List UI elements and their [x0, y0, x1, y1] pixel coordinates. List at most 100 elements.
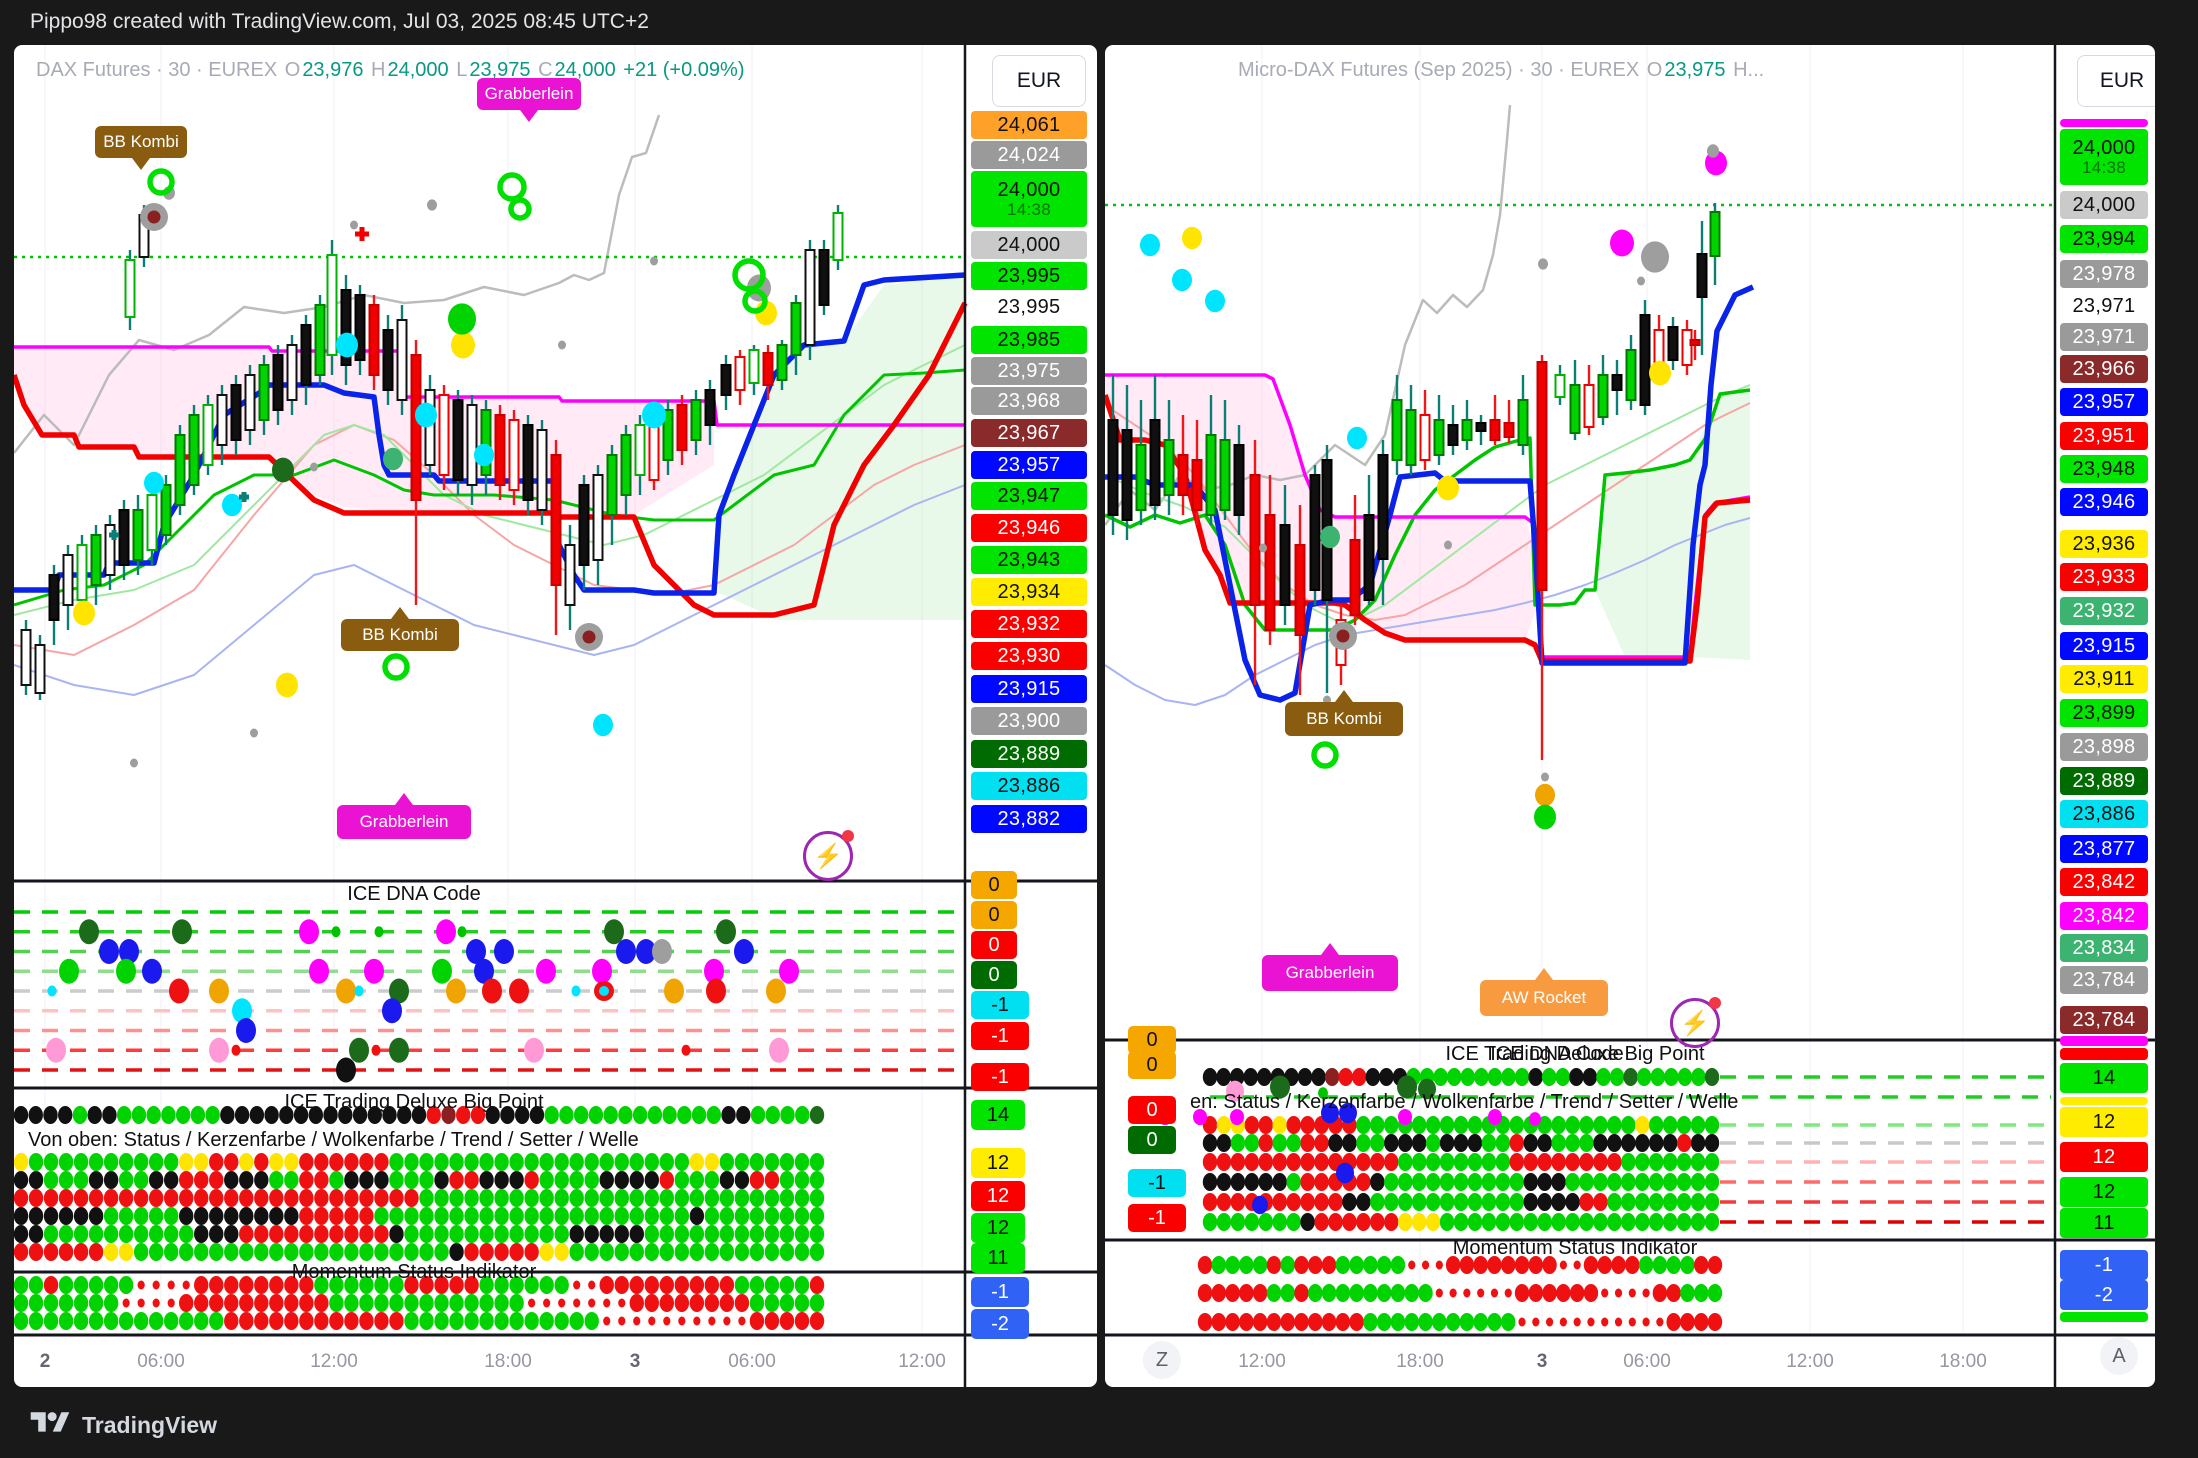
bigpoint-dot — [464, 1225, 479, 1243]
pane-title: en: Status / Kerzenfarbe / Wolkenfarbe /… — [1190, 1091, 1739, 1113]
price-label: 23,936 — [2060, 530, 2148, 558]
axis-button-z[interactable]: Z — [1143, 1341, 1181, 1379]
annotation-label[interactable]: BB Kombi — [95, 126, 187, 170]
bigpoint-dot — [314, 1171, 329, 1189]
momentum-dot — [779, 1294, 795, 1312]
bigpoint-dot — [494, 1207, 509, 1225]
candle — [202, 404, 214, 466]
momentum-dot — [1239, 1256, 1254, 1274]
bigpoint-dot — [674, 1171, 690, 1189]
bigpoint-dot — [146, 1106, 161, 1124]
dna-dot — [336, 978, 356, 1004]
candle — [1625, 349, 1637, 401]
annotation-label[interactable]: BB Kombi — [341, 607, 459, 651]
bigpoint-dot — [404, 1153, 419, 1171]
bigpoint-dot — [479, 1225, 494, 1243]
chart-canvas[interactable] — [1105, 45, 2155, 1387]
bigpoint-dot — [1370, 1213, 1385, 1231]
lightning-icon[interactable]: ⚡ — [803, 830, 854, 881]
signal-ring — [497, 172, 527, 202]
momentum-dot — [1252, 1313, 1268, 1331]
momentum-dot — [1404, 1284, 1419, 1302]
price-label: 23,932 — [2060, 597, 2148, 625]
momentum-dot — [1280, 1256, 1295, 1274]
annotation-label[interactable]: Grabberlein — [477, 78, 581, 122]
currency-button[interactable]: EUR — [2077, 55, 2155, 107]
momentum-dot — [1308, 1284, 1323, 1302]
bigpoint-dot — [1467, 1153, 1483, 1171]
bigpoint-dot — [719, 1243, 735, 1261]
bigpoint-dot — [529, 1106, 545, 1124]
bigpoint-dot — [1635, 1134, 1650, 1152]
bigpoint-dot — [1216, 1173, 1232, 1191]
overlay-line — [1105, 284, 1755, 703]
momentum-dot — [419, 1312, 434, 1330]
momentum-dot — [284, 1276, 299, 1294]
bigpoint-dot — [1509, 1193, 1524, 1211]
bigpoint-dot — [632, 1106, 648, 1124]
currency-button[interactable]: EUR — [992, 55, 1086, 107]
momentum-dot — [1225, 1313, 1240, 1331]
bigpoint-dot — [659, 1189, 675, 1207]
annotation-label[interactable]: Grabberlein — [337, 793, 471, 839]
bigpoint-dot — [73, 1225, 89, 1243]
bigpoint-dot — [449, 1225, 464, 1243]
bigpoint-dot — [544, 1106, 559, 1124]
marker-dot — [310, 462, 318, 472]
bigpoint-dot — [659, 1153, 675, 1171]
bigpoint-dot — [389, 1171, 404, 1189]
bigpoint-dot — [1621, 1193, 1636, 1211]
annotation-label[interactable]: Grabberlein — [1262, 943, 1398, 991]
bigpoint-dot — [449, 1207, 464, 1225]
bigpoint-dot — [419, 1153, 434, 1171]
bigpoint-dot — [1607, 1193, 1622, 1211]
bigpoint-dot — [1537, 1134, 1552, 1152]
bigpoint-dot — [1704, 1153, 1720, 1171]
bigpoint-dot — [299, 1243, 314, 1261]
chart-canvas[interactable] — [14, 45, 1097, 1387]
annotation-label[interactable]: BB Kombi — [1285, 690, 1403, 736]
candle — [34, 644, 46, 694]
momentum-dot — [344, 1276, 359, 1294]
lightning-icon[interactable]: ⚡ — [1670, 997, 1721, 1048]
momentum-dot — [137, 1298, 145, 1308]
bigpoint-dot — [479, 1153, 494, 1171]
bigpoint-dot — [539, 1243, 554, 1261]
price-label: 23,900 — [971, 707, 1087, 735]
momentum-dot — [689, 1276, 705, 1294]
momentum-dot — [152, 1298, 160, 1308]
bigpoint-dot — [1565, 1134, 1580, 1152]
bigpoint-dot — [209, 1189, 224, 1207]
candle — [494, 414, 506, 486]
annotation-label[interactable]: AW Rocket — [1480, 968, 1608, 1016]
bigpoint-dot — [674, 1207, 690, 1225]
axis-button-a[interactable]: A — [2100, 1337, 2138, 1375]
bigpoint-dot — [299, 1225, 314, 1243]
price-label: 23,886 — [971, 772, 1087, 800]
bigpoint-dot — [659, 1171, 675, 1189]
candle — [1177, 454, 1189, 496]
momentum-dot — [224, 1294, 239, 1312]
bigpoint-dot — [284, 1189, 299, 1207]
bigpoint-dot — [1621, 1173, 1636, 1191]
price-label: 12 — [2060, 1177, 2148, 1207]
bigpoint-dot — [1551, 1134, 1566, 1152]
bigpoint-dot — [1286, 1213, 1301, 1231]
header-part: H — [371, 59, 386, 81]
momentum-dot — [284, 1294, 299, 1312]
bigpoint-dot — [1286, 1193, 1301, 1211]
bigpoint-dot — [1216, 1068, 1231, 1086]
bigpoint-dot — [524, 1171, 539, 1189]
bigpoint-dot — [479, 1243, 494, 1261]
bigpoint-dot — [234, 1106, 250, 1124]
bigpoint-dot — [719, 1171, 735, 1189]
momentum-dot — [14, 1294, 29, 1312]
momentum-dot — [182, 1280, 190, 1290]
bigpoint-dot — [500, 1106, 515, 1124]
tradingview-logo-icon — [30, 1408, 70, 1443]
momentum-dot — [1225, 1256, 1240, 1274]
signal-ring — [742, 288, 768, 314]
momentum-dot — [1559, 1260, 1567, 1270]
bigpoint-dot — [569, 1171, 584, 1189]
bigpoint-dot — [1272, 1134, 1287, 1152]
